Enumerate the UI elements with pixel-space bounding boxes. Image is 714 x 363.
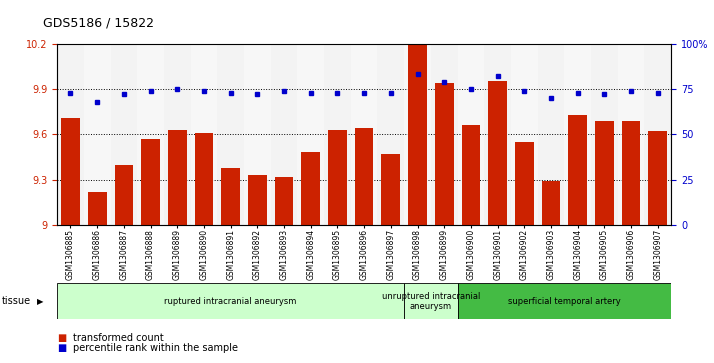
Bar xyxy=(298,44,324,225)
Bar xyxy=(515,142,533,225)
Bar xyxy=(595,121,614,225)
Bar xyxy=(248,175,267,225)
Bar xyxy=(408,44,427,225)
Bar xyxy=(404,283,458,319)
Bar xyxy=(328,130,347,225)
Bar xyxy=(645,44,671,225)
Bar xyxy=(324,44,351,225)
Text: ■: ■ xyxy=(57,343,66,354)
Bar xyxy=(164,44,191,225)
Bar xyxy=(618,44,645,225)
Text: ruptured intracranial aneurysm: ruptured intracranial aneurysm xyxy=(164,297,297,306)
Bar xyxy=(271,44,298,225)
Bar xyxy=(84,44,111,225)
Bar xyxy=(458,44,484,225)
Bar xyxy=(221,168,240,225)
Bar xyxy=(591,44,618,225)
Bar xyxy=(484,44,511,225)
Bar xyxy=(355,128,373,225)
Bar xyxy=(458,283,671,319)
Bar xyxy=(111,44,137,225)
Text: ▶: ▶ xyxy=(37,297,44,306)
Bar xyxy=(137,44,164,225)
Text: percentile rank within the sample: percentile rank within the sample xyxy=(73,343,238,354)
Bar xyxy=(168,130,186,225)
Bar xyxy=(61,118,80,225)
Bar xyxy=(488,81,507,225)
Bar xyxy=(275,177,293,225)
Bar xyxy=(191,44,217,225)
Bar xyxy=(351,44,378,225)
Bar xyxy=(538,44,564,225)
Bar xyxy=(622,121,640,225)
Text: tissue: tissue xyxy=(1,296,31,306)
Text: ■: ■ xyxy=(57,333,66,343)
Bar xyxy=(564,44,591,225)
Bar xyxy=(217,44,244,225)
Bar xyxy=(431,44,458,225)
Bar xyxy=(57,283,404,319)
Text: unruptured intracranial
aneurysm: unruptured intracranial aneurysm xyxy=(382,291,480,311)
Bar xyxy=(114,164,134,225)
Bar xyxy=(568,115,587,225)
Text: transformed count: transformed count xyxy=(73,333,164,343)
Bar xyxy=(404,44,431,225)
Bar xyxy=(141,139,160,225)
Bar xyxy=(88,192,106,225)
Bar xyxy=(511,44,538,225)
Bar xyxy=(57,44,84,225)
Text: superficial temporal artery: superficial temporal artery xyxy=(508,297,620,306)
Bar xyxy=(301,152,320,225)
Bar xyxy=(244,44,271,225)
Bar xyxy=(542,181,560,225)
Bar xyxy=(378,44,404,225)
Bar xyxy=(195,133,213,225)
Text: GDS5186 / 15822: GDS5186 / 15822 xyxy=(43,16,154,29)
Bar xyxy=(435,83,453,225)
Bar xyxy=(461,125,481,225)
Bar xyxy=(381,154,400,225)
Bar xyxy=(648,131,667,225)
